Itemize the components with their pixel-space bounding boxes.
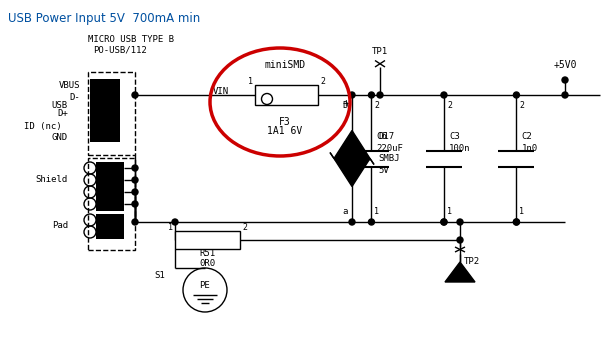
Bar xyxy=(88,158,135,250)
Bar xyxy=(90,129,120,142)
Text: 2: 2 xyxy=(320,77,325,86)
Bar xyxy=(90,116,120,129)
Circle shape xyxy=(132,177,138,183)
Circle shape xyxy=(132,219,138,225)
Text: |M2: |M2 xyxy=(97,176,110,183)
Text: PE: PE xyxy=(200,280,210,289)
Text: R51: R51 xyxy=(199,250,216,259)
Bar xyxy=(96,198,124,211)
Text: |3: |3 xyxy=(92,105,101,114)
Text: miniSMD: miniSMD xyxy=(265,60,306,70)
Text: USB Power Input 5V  700mA min: USB Power Input 5V 700mA min xyxy=(8,12,201,25)
Circle shape xyxy=(377,92,383,98)
Circle shape xyxy=(513,92,519,98)
Text: D-: D- xyxy=(69,93,80,103)
Text: 1n0: 1n0 xyxy=(521,144,538,153)
Circle shape xyxy=(441,219,447,225)
Circle shape xyxy=(132,92,138,98)
Circle shape xyxy=(562,92,568,98)
Text: D: D xyxy=(342,100,348,110)
Circle shape xyxy=(441,219,447,225)
Text: +: + xyxy=(342,98,350,108)
Circle shape xyxy=(457,237,463,243)
Bar xyxy=(90,104,120,117)
Text: 2: 2 xyxy=(242,224,247,232)
Circle shape xyxy=(457,219,463,225)
Text: VBUS: VBUS xyxy=(59,80,80,90)
Text: |M3: |M3 xyxy=(97,189,110,196)
Text: 1: 1 xyxy=(519,208,524,217)
Text: |1: |1 xyxy=(92,80,101,90)
Text: 1: 1 xyxy=(447,208,452,217)
Text: 1: 1 xyxy=(168,224,173,232)
Text: 5V: 5V xyxy=(378,166,389,175)
Polygon shape xyxy=(445,262,475,282)
Text: SMBJ: SMBJ xyxy=(378,154,399,163)
Text: 2: 2 xyxy=(374,100,379,110)
Text: |M4: |M4 xyxy=(97,201,110,208)
Polygon shape xyxy=(334,131,370,159)
Bar xyxy=(96,162,124,175)
Text: ID (nc): ID (nc) xyxy=(24,121,62,131)
Circle shape xyxy=(349,92,355,98)
Text: D+: D+ xyxy=(57,110,68,119)
Text: 220uF: 220uF xyxy=(376,144,403,153)
Text: 1: 1 xyxy=(374,208,379,217)
Bar xyxy=(96,214,124,227)
Circle shape xyxy=(132,201,138,207)
Text: C3: C3 xyxy=(449,132,460,141)
Circle shape xyxy=(368,219,374,225)
Text: |5: |5 xyxy=(92,131,101,140)
Circle shape xyxy=(172,219,178,225)
Text: D17: D17 xyxy=(378,132,394,141)
Circle shape xyxy=(368,92,374,98)
Text: 2: 2 xyxy=(519,100,524,110)
Polygon shape xyxy=(334,159,370,187)
Text: |M6: |M6 xyxy=(97,229,110,236)
Circle shape xyxy=(349,219,355,225)
Circle shape xyxy=(132,189,138,195)
Text: |4: |4 xyxy=(92,118,101,126)
Bar xyxy=(90,92,120,105)
Bar xyxy=(255,85,318,105)
Text: 100n: 100n xyxy=(449,144,471,153)
Text: VIN: VIN xyxy=(213,86,229,96)
Text: GND: GND xyxy=(52,133,68,142)
Text: PO-USB/112: PO-USB/112 xyxy=(93,46,147,55)
Text: 2: 2 xyxy=(447,100,452,110)
Circle shape xyxy=(441,92,447,98)
Text: +5V0: +5V0 xyxy=(553,60,577,70)
Text: |2: |2 xyxy=(92,93,101,103)
Circle shape xyxy=(513,219,519,225)
Bar xyxy=(96,186,124,199)
Text: F3: F3 xyxy=(279,117,291,127)
Text: a: a xyxy=(342,208,348,217)
Circle shape xyxy=(562,77,568,83)
Bar xyxy=(175,231,240,249)
Bar xyxy=(90,79,120,92)
Circle shape xyxy=(132,165,138,171)
Bar xyxy=(96,226,124,239)
Text: 1: 1 xyxy=(248,77,253,86)
Text: Pad: Pad xyxy=(52,222,68,231)
Text: S1: S1 xyxy=(155,271,165,280)
Text: TP2: TP2 xyxy=(464,257,480,266)
Text: |M1: |M1 xyxy=(97,164,110,172)
Circle shape xyxy=(513,219,519,225)
Text: Shield: Shield xyxy=(36,175,68,184)
Bar xyxy=(88,72,135,155)
Text: 0R0: 0R0 xyxy=(199,259,216,268)
Text: TP1: TP1 xyxy=(372,47,388,56)
Text: MICRO USB TYPE B: MICRO USB TYPE B xyxy=(88,35,174,44)
Text: USB: USB xyxy=(52,102,68,111)
Text: 1A1 6V: 1A1 6V xyxy=(268,126,303,136)
Text: |M5: |M5 xyxy=(97,217,110,224)
Text: C2: C2 xyxy=(521,132,532,141)
Text: C6: C6 xyxy=(376,132,387,141)
Bar xyxy=(96,174,124,187)
